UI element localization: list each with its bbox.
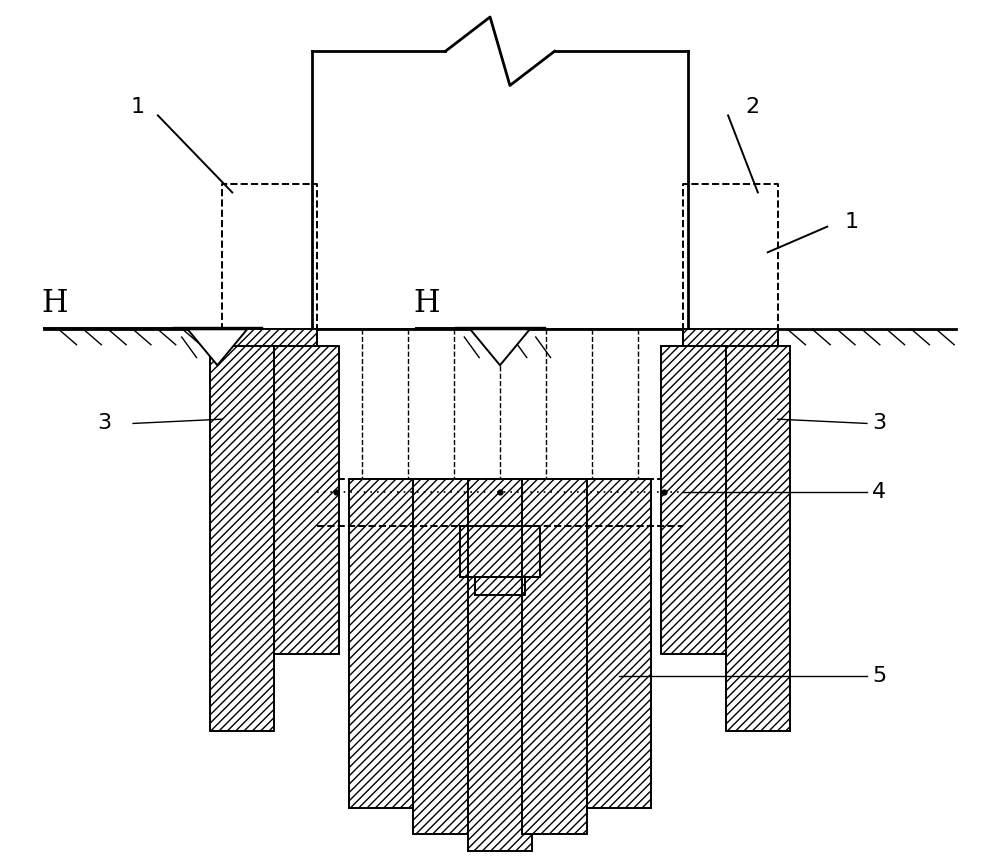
Text: H: H [42, 288, 68, 319]
Text: 3: 3 [97, 414, 111, 434]
Bar [522, 479, 587, 834]
Bar [274, 346, 339, 654]
Bar [587, 479, 651, 809]
Text: 1: 1 [131, 97, 145, 117]
Bar [222, 329, 317, 479]
Bar [468, 479, 532, 851]
Polygon shape [470, 329, 530, 365]
Text: 5: 5 [872, 666, 886, 686]
Text: 2: 2 [746, 97, 760, 117]
Bar [661, 346, 726, 654]
Bar [413, 479, 478, 834]
Text: H: H [414, 288, 440, 319]
Text: 4: 4 [872, 482, 886, 502]
Bar [210, 346, 274, 732]
Text: 3: 3 [872, 414, 886, 434]
Polygon shape [188, 329, 247, 365]
Bar [683, 329, 778, 479]
Bar [726, 346, 790, 732]
Text: 1: 1 [845, 213, 859, 232]
Bar [349, 479, 413, 809]
